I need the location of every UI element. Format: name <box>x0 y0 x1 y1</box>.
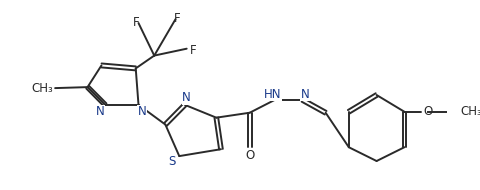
Text: N: N <box>300 88 309 101</box>
Text: CH₃: CH₃ <box>459 105 480 118</box>
Text: S: S <box>168 154 175 168</box>
Text: F: F <box>133 16 140 28</box>
Text: N: N <box>96 105 105 118</box>
Text: CH₃: CH₃ <box>32 82 53 95</box>
Text: N: N <box>182 91 191 105</box>
Text: HN: HN <box>264 88 281 101</box>
Text: F: F <box>174 12 180 25</box>
Text: N: N <box>138 105 146 118</box>
Text: F: F <box>190 44 196 57</box>
Text: O: O <box>244 149 254 162</box>
Text: O: O <box>422 105 431 118</box>
